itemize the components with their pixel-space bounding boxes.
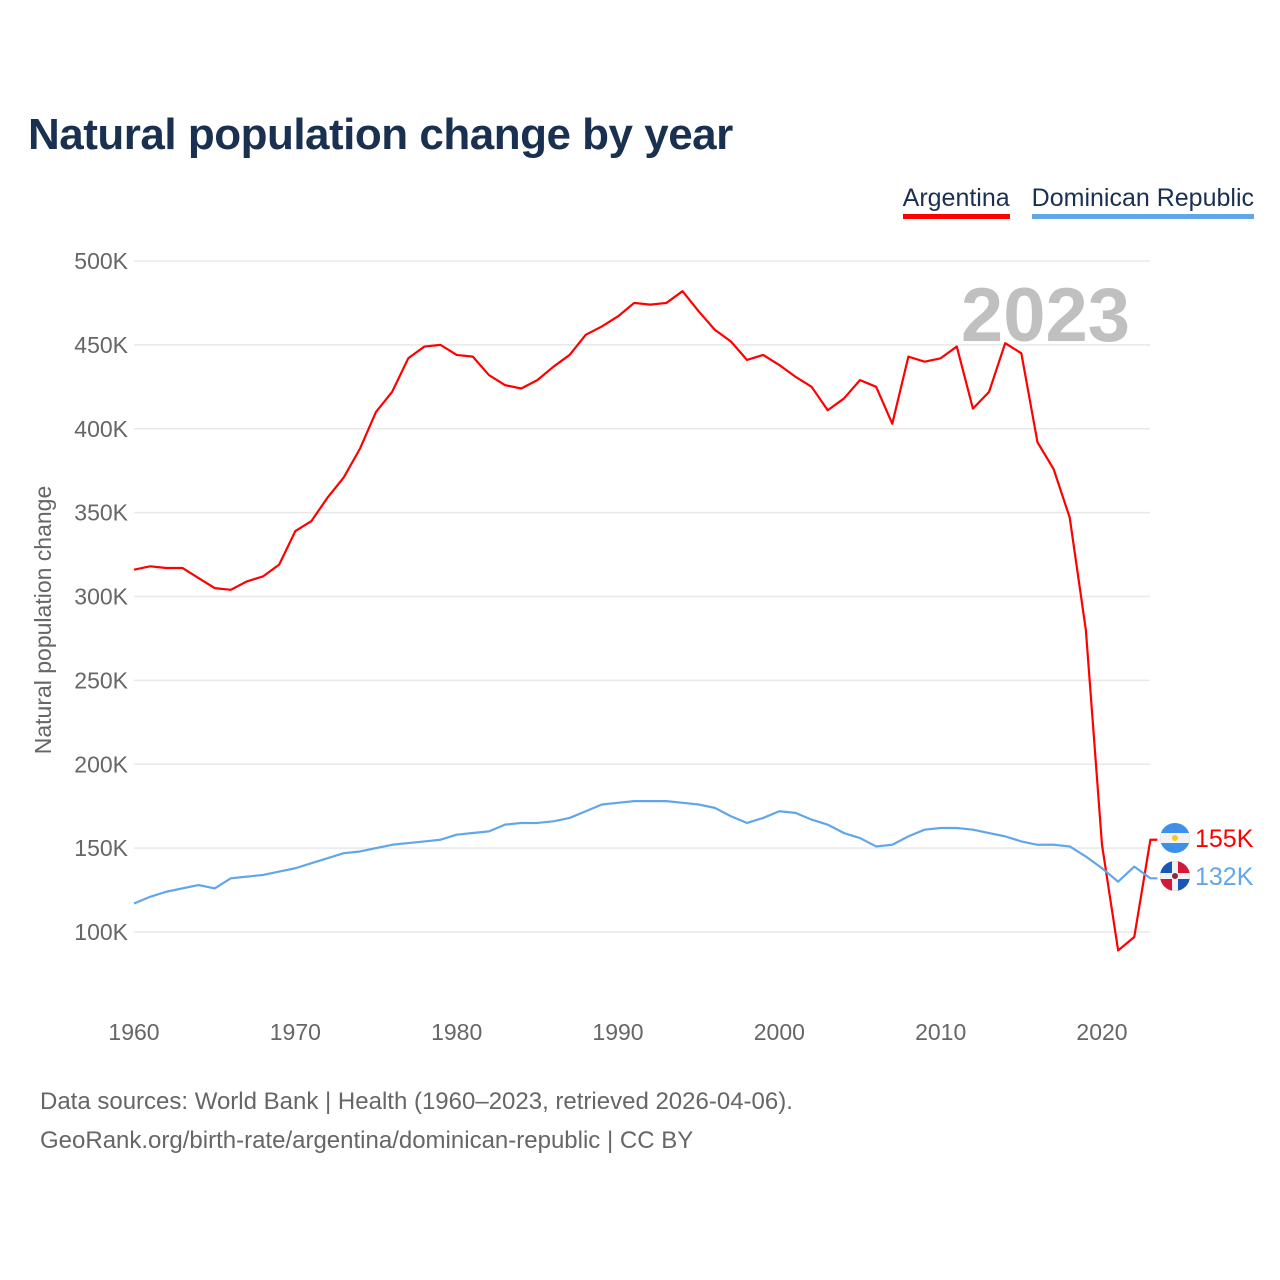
x-tick-label: 2010 xyxy=(915,1019,966,1045)
y-tick-label: 100K xyxy=(74,919,128,945)
flag-body xyxy=(1160,823,1190,853)
end-value-label: 132K xyxy=(1195,863,1254,891)
y-tick-label: 150K xyxy=(74,835,128,861)
series-line-argentina xyxy=(133,290,1158,952)
y-tick-label: 250K xyxy=(74,667,128,693)
footer-sources: Data sources: World Bank | Health (1960–… xyxy=(40,1088,793,1115)
x-tick-label: 1960 xyxy=(108,1019,159,1045)
footer-attribution[interactable]: GeoRank.org/birth-rate/argentina/dominic… xyxy=(40,1127,694,1154)
x-tick-label: 1980 xyxy=(431,1019,482,1045)
x-tick-label: 1970 xyxy=(270,1019,321,1045)
flag-sun xyxy=(1172,835,1178,841)
y-tick-label: 500K xyxy=(74,248,128,274)
y-tick-label: 350K xyxy=(74,500,128,526)
flag-emblem xyxy=(1172,873,1178,879)
y-tick-label: 300K xyxy=(74,584,128,610)
x-tick-label: 1990 xyxy=(592,1019,643,1045)
year-watermark: 2023 xyxy=(961,273,1130,358)
argentina-flag-icon xyxy=(1160,823,1190,853)
legend-item-argentina[interactable]: Argentina xyxy=(902,184,1010,219)
legend: Argentina Dominican Republic xyxy=(902,184,1254,219)
legend-item-dominican-republic[interactable]: Dominican Republic xyxy=(1031,184,1254,219)
x-tick-label: 2020 xyxy=(1076,1019,1127,1045)
series-line-dominican-republic xyxy=(133,800,1158,905)
flag-body xyxy=(1160,861,1190,891)
dominican-republic-flag-icon xyxy=(1160,861,1190,891)
x-tick-label: 2000 xyxy=(754,1019,805,1045)
end-value-label: 155K xyxy=(1195,825,1254,853)
y-tick-label: 400K xyxy=(74,416,128,442)
y-axis-label: Natural population change xyxy=(30,486,56,755)
chart-title: Natural population change by year xyxy=(28,110,733,159)
y-tick-label: 450K xyxy=(74,332,128,358)
y-tick-label: 200K xyxy=(74,751,128,777)
